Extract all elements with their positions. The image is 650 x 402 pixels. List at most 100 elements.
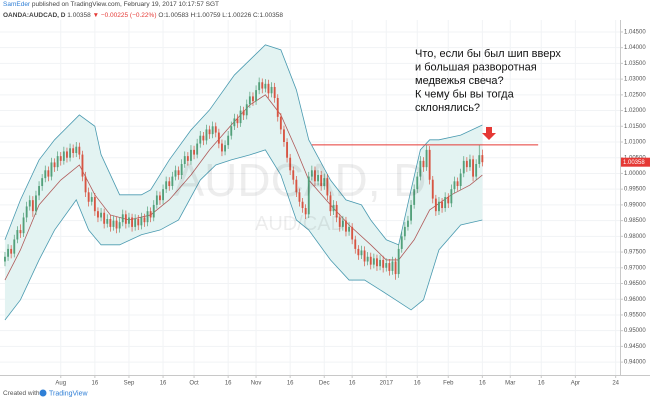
annotation-line: медвежья свеча? [415, 75, 504, 87]
y-tick-label: 0.98500 [624, 218, 646, 224]
candle-body [329, 195, 332, 212]
candle-body [199, 135, 202, 144]
band-middle [4, 94, 483, 281]
candle-body [481, 155, 484, 163]
candle-body [208, 129, 211, 135]
watermark-title: AUDCAD, D [173, 154, 426, 206]
y-tick-label: 0.96500 [624, 281, 646, 287]
candle-body [103, 212, 106, 224]
candle-body [193, 149, 195, 155]
candle-body [84, 176, 87, 193]
x-tick-label: Dec [319, 381, 330, 387]
candle-body [283, 129, 285, 143]
candle-body [279, 116, 282, 130]
last-price-label: 1.00358 [623, 160, 645, 166]
candle-body [459, 173, 462, 187]
candle-body [56, 156, 59, 168]
candle-body [174, 170, 177, 177]
candle-body [28, 200, 31, 207]
candle-body [245, 104, 248, 116]
candle-body [236, 118, 239, 124]
candle-body [59, 156, 62, 161]
published: published on TradingView.com, February 1… [32, 1, 219, 8]
x-tick-label: Feb [443, 381, 454, 387]
candle-body [177, 170, 180, 176]
x-tick-label: 16 [538, 381, 545, 387]
candle-body [186, 156, 189, 161]
candle-body [348, 226, 350, 232]
y-tick-label: 1.03500 [624, 61, 646, 67]
last: 1.00358 [67, 12, 91, 19]
candle-body [183, 156, 186, 165]
candle-body [472, 159, 474, 177]
candle-body [478, 155, 481, 165]
candle-body [419, 160, 422, 177]
candle-body [292, 170, 295, 180]
candle-body [453, 181, 456, 190]
publish-line: SamEder published on TradingView.com, Fe… [3, 1, 219, 8]
candle-body [221, 143, 223, 152]
candle-body [121, 214, 124, 223]
candle-body [438, 201, 440, 212]
publisher: SamEder [3, 1, 31, 8]
candle-body [469, 159, 471, 168]
y-tick-label: 1.02500 [624, 92, 646, 98]
candle-body [341, 220, 344, 227]
candle-body [366, 256, 369, 262]
candle-body [255, 90, 257, 102]
candle-body [450, 189, 453, 204]
candle-body [475, 164, 478, 177]
x-tick-label: 16 [225, 381, 232, 387]
candle-body [230, 126, 233, 136]
candle-body [109, 219, 112, 227]
candle-body [428, 149, 431, 180]
candle-body [261, 82, 264, 89]
candle-body [69, 148, 71, 158]
candle-body [87, 192, 90, 202]
candle-body [465, 160, 468, 168]
candle-body [202, 135, 205, 141]
brand: TradingView [49, 391, 88, 398]
symbol: OANDA:AUDCAD, D [3, 12, 66, 19]
ohlc-values: O:1.00583 H:1.00759 L:1.00226 C:1.00358 [158, 12, 283, 19]
candle-body [326, 178, 329, 196]
watermark-subtitle: AUD/CAD [255, 213, 345, 235]
candle-body [338, 217, 341, 227]
annotation: Что, если бы был шип вверх и большая разв… [415, 48, 561, 114]
candle-body [25, 206, 28, 218]
candle-body [93, 197, 96, 212]
candle-body [391, 261, 394, 271]
band-fill [4, 44, 483, 320]
candle-body [149, 211, 152, 218]
candle-body [22, 217, 25, 234]
candle-body [456, 181, 459, 187]
candle-body [314, 170, 316, 182]
x-tick-label: Mar [505, 381, 515, 387]
x-tick-label: Nov [251, 381, 262, 387]
x-tick-label: 16 [349, 381, 356, 387]
candle-body [431, 179, 434, 199]
x-tick-label: Sep [124, 381, 135, 387]
y-tick-label: 0.99500 [624, 187, 646, 193]
candle-body [128, 217, 130, 224]
candle-body [106, 219, 109, 224]
candle-body [35, 195, 37, 212]
candle-body [124, 214, 127, 224]
candle-body [320, 175, 323, 187]
annotation-line: и большая разворотная [415, 62, 537, 74]
candle-body [217, 132, 220, 144]
plot [0, 20, 620, 375]
candle-body [180, 164, 183, 176]
candle-body [44, 170, 47, 179]
candle-body [38, 186, 40, 196]
candle-body [310, 170, 313, 177]
candle-body [140, 217, 143, 226]
x-tick-label: Apr [571, 381, 580, 387]
candle-body [301, 201, 304, 209]
candle-body [335, 204, 338, 218]
candle-body [360, 250, 363, 256]
candle-body [270, 86, 273, 94]
candle-body [90, 197, 93, 202]
brand-logo [39, 389, 47, 397]
